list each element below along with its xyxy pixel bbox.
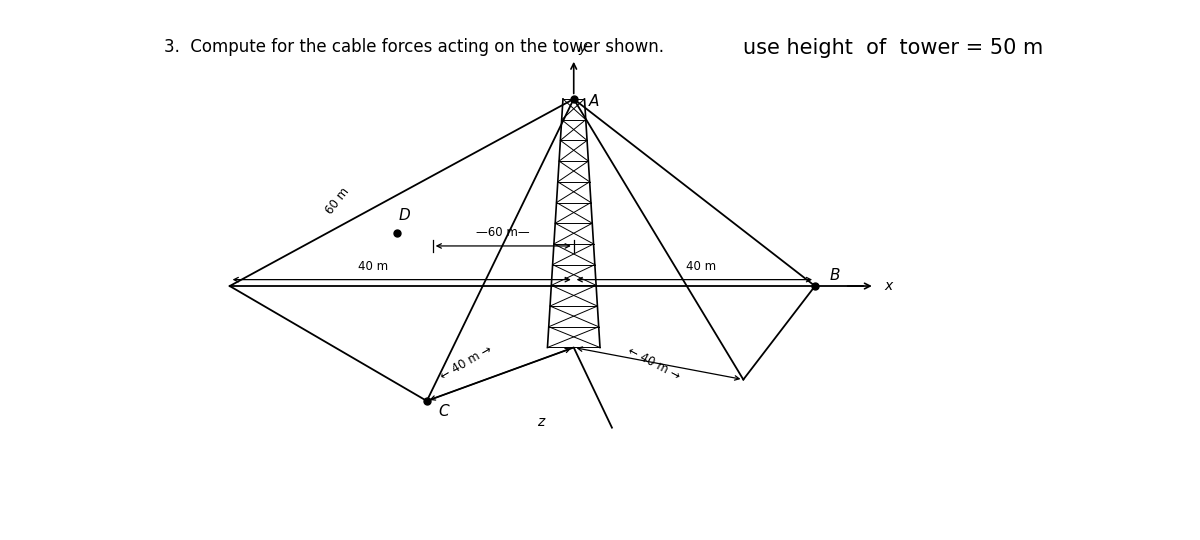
Text: z: z [536, 415, 544, 429]
Text: —60 m—: —60 m— [476, 226, 530, 239]
Text: C: C [439, 403, 449, 418]
Text: x: x [884, 279, 893, 293]
Text: 3.  Compute for the cable forces acting on the tower shown.: 3. Compute for the cable forces acting o… [164, 37, 664, 56]
Text: y: y [578, 41, 587, 55]
Text: use height  of  tower = 50 m: use height of tower = 50 m [743, 37, 1044, 58]
Text: 40 m: 40 m [686, 260, 716, 273]
Text: A: A [589, 94, 600, 109]
Text: 60 m: 60 m [323, 185, 352, 217]
Text: 40 m: 40 m [358, 260, 388, 273]
Text: B: B [829, 268, 840, 284]
Text: ← 40 m →: ← 40 m → [625, 344, 682, 382]
Text: D: D [398, 208, 410, 223]
Text: ← 40 m →: ← 40 m → [438, 342, 494, 382]
